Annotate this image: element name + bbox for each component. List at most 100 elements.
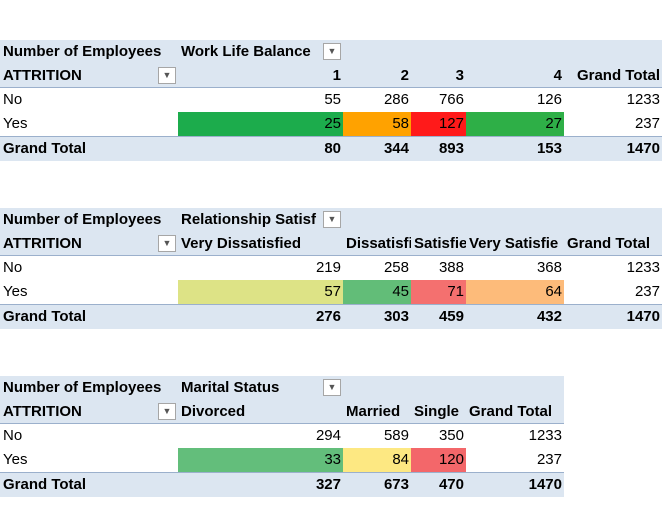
highlight-cell: 45	[343, 280, 411, 304]
highlight-cell: 71	[411, 280, 466, 304]
row-filter-dropdown-icon[interactable]: ▼	[158, 403, 176, 420]
pivot-column-header-row: ATTRITION ▼ Divorced Married Single Gran…	[0, 400, 564, 424]
grand-total-cell: 1470	[626, 140, 660, 157]
table-row-no: No 219 258 388 368 1233	[0, 256, 662, 280]
grand-total-cell: 80	[324, 140, 341, 157]
grand-total-divider	[0, 136, 662, 137]
column-filter-dropdown-icon[interactable]: ▼	[323, 211, 341, 228]
column-header: 3	[455, 67, 464, 84]
data-cell-grand-total: 237	[634, 115, 660, 132]
data-cell: 766	[438, 91, 464, 108]
highlight-cell: 33	[178, 448, 343, 472]
grand-total-divider	[0, 304, 662, 305]
row-field-label: ATTRITION	[3, 235, 82, 252]
table-row-yes: Yes 33 84 120 237	[0, 448, 564, 472]
data-cell: 294	[315, 427, 341, 444]
column-header: 4	[553, 67, 562, 84]
highlight-cell: 84	[343, 448, 411, 472]
pivot-header-row: Number of Employees Marital Status ▼	[0, 376, 564, 400]
grand-total-cell: 327	[315, 476, 341, 493]
row-label: No	[3, 91, 23, 108]
row-label: No	[3, 259, 23, 276]
column-header: 2	[400, 67, 409, 84]
column-header-grand-total: Grand Total	[576, 67, 660, 84]
column-header-grand-total: Grand Total	[567, 235, 651, 252]
row-filter-dropdown-icon[interactable]: ▼	[158, 67, 176, 84]
highlight-cell: 25	[178, 112, 343, 136]
column-filter-dropdown-icon[interactable]: ▼	[323, 379, 341, 396]
data-cell-grand-total: 1233	[626, 91, 660, 108]
column-header: 1	[332, 67, 341, 84]
column-field-label: Relationship Satisf	[181, 211, 317, 228]
header-divider	[0, 255, 662, 256]
grand-total-label: Grand Total	[3, 140, 87, 157]
pivot-table-marital-status: Number of Employees Marital Status ▼ ATT…	[0, 376, 564, 497]
grand-total-cell: 344	[383, 140, 409, 157]
table-row-yes: Yes 25 58 127 27 237	[0, 112, 662, 136]
column-field-label: Work Life Balance	[181, 43, 311, 60]
grand-total-cell: 673	[383, 476, 409, 493]
grand-total-cell: 276	[315, 308, 341, 325]
table-row-yes: Yes 57 45 71 64 237	[0, 280, 662, 304]
value-field-label: Number of Employees	[3, 379, 162, 396]
row-filter-dropdown-icon[interactable]: ▼	[158, 235, 176, 252]
highlight-cell: 58	[343, 112, 411, 136]
column-filter-dropdown-icon[interactable]: ▼	[323, 43, 341, 60]
pivot-header-row: Number of Employees Work Life Balance ▼	[0, 40, 662, 64]
row-label: Yes	[3, 451, 28, 468]
grand-total-label: Grand Total	[3, 308, 87, 325]
data-cell: 388	[438, 259, 464, 276]
grand-total-cell: 153	[536, 140, 562, 157]
data-cell: 219	[315, 259, 341, 276]
data-cell: 368	[536, 259, 562, 276]
data-cell-grand-total: 1233	[626, 259, 660, 276]
data-cell: 126	[536, 91, 562, 108]
header-divider	[0, 87, 662, 88]
grand-total-row: Grand Total 276 303 459 432 1470	[0, 305, 662, 329]
data-cell: 286	[383, 91, 409, 108]
column-header: Divorced	[181, 403, 246, 420]
highlight-cell: 57	[178, 280, 343, 304]
grand-total-cell: 470	[438, 476, 464, 493]
grand-total-row: Grand Total 327 673 470 1470	[0, 473, 564, 497]
row-label: No	[3, 427, 23, 444]
row-field-label: ATTRITION	[3, 67, 82, 84]
table-row-no: No 294 589 350 1233	[0, 424, 564, 448]
column-header: Satisfie	[414, 235, 466, 252]
highlight-cell: 127	[411, 112, 466, 136]
grand-total-divider	[0, 472, 564, 473]
grand-total-row: Grand Total 80 344 893 153 1470	[0, 137, 662, 161]
pivot-column-header-row: ATTRITION ▼ Very Dissatisfied Dissatisfi…	[0, 232, 662, 256]
table-row-no: No 55 286 766 126 1233	[0, 88, 662, 112]
row-label: Yes	[3, 283, 28, 300]
pivot-table-relationship-satisfaction: Number of Employees Relationship Satisf …	[0, 208, 662, 329]
value-field-label: Number of Employees	[3, 43, 162, 60]
column-header-grand-total: Grand Total	[469, 403, 553, 420]
grand-total-cell: 459	[438, 308, 464, 325]
data-cell: 589	[383, 427, 409, 444]
pivot-column-header-row: ATTRITION ▼ 1 2 3 4 Grand Total	[0, 64, 662, 88]
grand-total-cell: 893	[438, 140, 464, 157]
highlight-cell: 120	[411, 448, 466, 472]
pivot-header-row: Number of Employees Relationship Satisf …	[0, 208, 662, 232]
value-field-label: Number of Employees	[3, 211, 162, 228]
grand-total-cell: 1470	[528, 476, 562, 493]
data-cell-grand-total: 237	[536, 451, 562, 468]
column-header: Very Dissatisfied	[181, 235, 302, 252]
column-header: Very Satisfie	[469, 235, 559, 252]
data-cell: 350	[438, 427, 464, 444]
data-cell: 258	[383, 259, 409, 276]
data-cell: 55	[324, 91, 341, 108]
row-label: Yes	[3, 115, 28, 132]
data-cell-grand-total: 237	[634, 283, 660, 300]
column-header: Single	[414, 403, 460, 420]
grand-total-cell: 1470	[626, 308, 660, 325]
grand-total-cell: 432	[536, 308, 562, 325]
grand-total-label: Grand Total	[3, 476, 87, 493]
row-field-label: ATTRITION	[3, 403, 82, 420]
grand-total-cell: 303	[383, 308, 409, 325]
highlight-cell: 64	[466, 280, 564, 304]
pivot-table-work-life-balance: Number of Employees Work Life Balance ▼ …	[0, 40, 662, 161]
data-cell-grand-total: 1233	[528, 427, 562, 444]
header-divider	[0, 423, 564, 424]
